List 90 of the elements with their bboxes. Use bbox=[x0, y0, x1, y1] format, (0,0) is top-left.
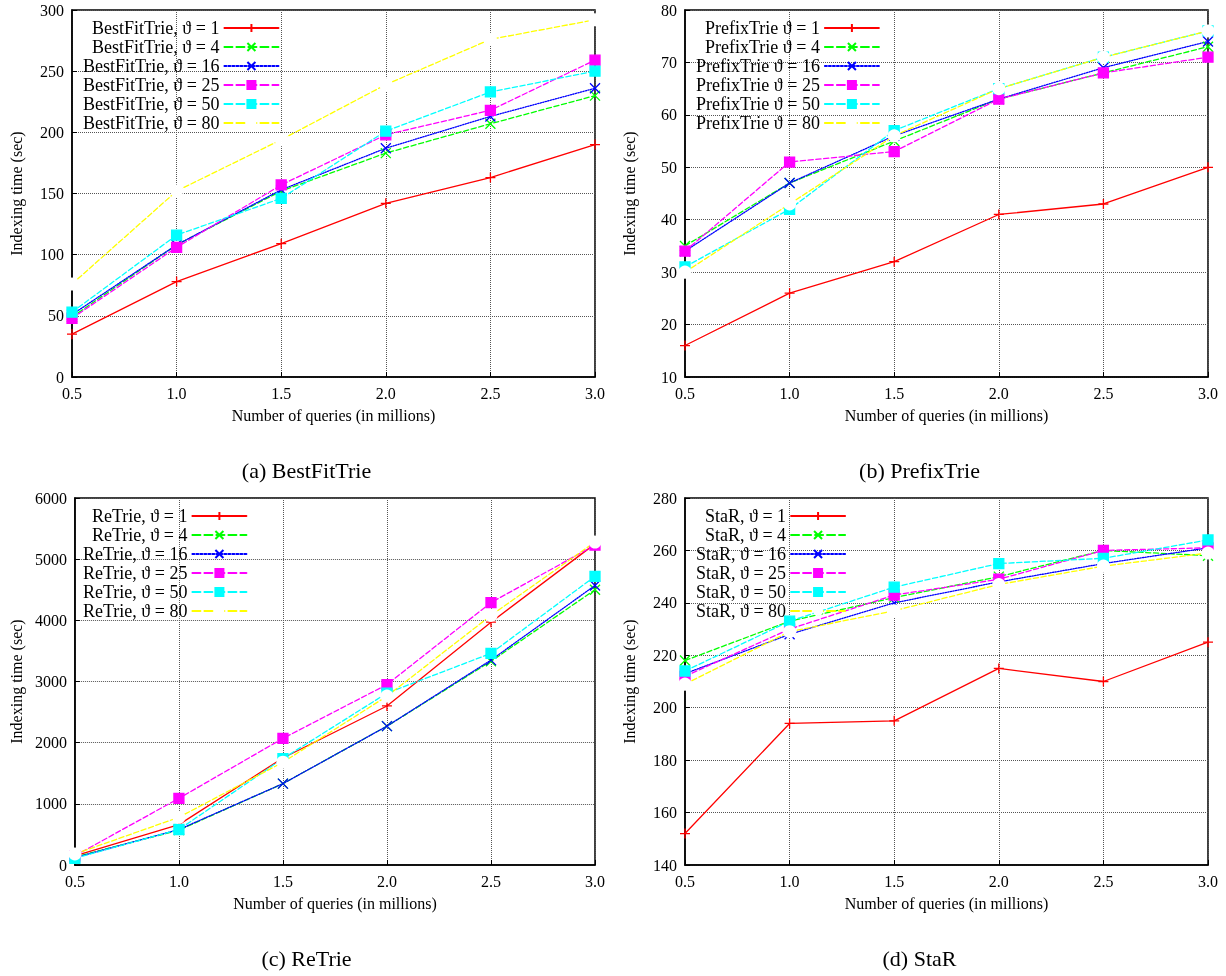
y-tick-label: 160 bbox=[653, 804, 677, 822]
x-tick-label: 1.0 bbox=[168, 872, 189, 890]
y-tick-label: 4000 bbox=[34, 611, 67, 629]
y-tick-label: 10 bbox=[661, 368, 677, 386]
y-axis-title: Indexing time (sec) bbox=[620, 619, 639, 744]
legend-label: StaR, ϑ = 16 bbox=[695, 544, 787, 564]
x-tick-label: 3.0 bbox=[1198, 872, 1218, 890]
y-tick-label: 180 bbox=[653, 751, 677, 769]
x-tick-label: 2.5 bbox=[480, 384, 501, 402]
legend-label: StaR, ϑ = 1 bbox=[704, 506, 787, 526]
legend-label: BestFitTrie, ϑ = 50 bbox=[82, 94, 220, 114]
y-tick-label: 200 bbox=[40, 123, 64, 141]
x-tick-label: 0.5 bbox=[64, 872, 85, 890]
y-tick-label: 5000 bbox=[34, 550, 67, 568]
legend-label: ReTrie, ϑ = 4 bbox=[92, 525, 188, 545]
y-tick-label: 0 bbox=[58, 856, 67, 874]
y-tick-label: 220 bbox=[653, 646, 677, 664]
y-tick-label: 140 bbox=[653, 856, 677, 874]
x-axis-title: Number of queries (in millions) bbox=[233, 894, 437, 913]
legend-label: PrefixTrie ϑ = 80 bbox=[695, 113, 820, 133]
legend-label: ReTrie, ϑ = 80 bbox=[83, 601, 188, 621]
y-tick-label: 2000 bbox=[34, 734, 67, 752]
x-tick-label: 1.5 bbox=[271, 384, 292, 402]
x-tick-label: 1.5 bbox=[884, 872, 905, 890]
x-tick-label: 2.0 bbox=[376, 872, 397, 890]
legend-label: PrefixTrie ϑ = 4 bbox=[704, 37, 820, 57]
legend-label: ReTrie, ϑ = 25 bbox=[83, 563, 188, 583]
y-tick-label: 80 bbox=[661, 1, 677, 19]
x-tick-label: 0.5 bbox=[675, 384, 695, 402]
legend-label: BestFitTrie, ϑ = 16 bbox=[82, 56, 220, 76]
x-tick-label: 2.5 bbox=[1093, 384, 1114, 402]
y-tick-label: 100 bbox=[40, 246, 64, 264]
legend-label: BestFitTrie, ϑ = 25 bbox=[82, 75, 220, 95]
text: (c) ReTrie bbox=[261, 945, 352, 971]
legend-label: ReTrie, ϑ = 1 bbox=[92, 506, 188, 526]
y-tick-label: 1000 bbox=[34, 795, 67, 813]
legend-label: PrefixTrie ϑ = 25 bbox=[695, 75, 820, 95]
y-tick-label: 40 bbox=[661, 211, 677, 229]
y-tick-label: 60 bbox=[661, 106, 677, 124]
x-axis-title: Number of queries (in millions) bbox=[844, 406, 1049, 425]
y-tick-label: 6000 bbox=[34, 489, 67, 507]
y-axis-title: Indexing time (sec) bbox=[620, 131, 639, 256]
x-tick-label: 2.5 bbox=[480, 872, 501, 890]
y-axis-title: Indexing time (sec) bbox=[7, 619, 26, 744]
y-tick-label: 3000 bbox=[34, 673, 67, 690]
legend-label: BestFitTrie, ϑ = 1 bbox=[91, 18, 220, 38]
y-tick-label: 30 bbox=[661, 263, 677, 281]
y-tick-label: 20 bbox=[661, 316, 677, 334]
y-tick-label: 50 bbox=[661, 158, 677, 176]
legend-label: PrefixTrie ϑ = 1 bbox=[704, 18, 820, 38]
legend-label: PrefixTrie ϑ = 50 bbox=[695, 94, 820, 114]
x-tick-label: 2.0 bbox=[988, 384, 1009, 402]
legend-label: ReTrie, ϑ = 50 bbox=[83, 582, 188, 602]
y-tick-label: 250 bbox=[40, 62, 64, 80]
x-tick-label: 0.5 bbox=[675, 872, 695, 890]
x-tick-label: 1.5 bbox=[884, 384, 905, 402]
x-tick-label: 1.0 bbox=[166, 384, 187, 402]
y-tick-label: 200 bbox=[653, 699, 677, 717]
x-tick-label: 3.0 bbox=[1198, 384, 1218, 402]
x-tick-label: 3.0 bbox=[585, 384, 605, 402]
x-tick-label: 2.0 bbox=[375, 384, 396, 402]
x-tick-label: 3.0 bbox=[585, 872, 605, 890]
legend-label: BestFitTrie, ϑ = 4 bbox=[91, 37, 220, 57]
y-tick-label: 70 bbox=[661, 53, 677, 71]
x-tick-label: 2.0 bbox=[988, 872, 1009, 890]
legend-label: BestFitTrie, ϑ = 80 bbox=[82, 113, 220, 133]
y-tick-label: 240 bbox=[653, 594, 677, 612]
text: (d) StaR bbox=[882, 945, 957, 971]
x-tick-label: 1.0 bbox=[779, 872, 800, 890]
x-tick-label: 1.5 bbox=[272, 872, 293, 890]
x-axis-title: Number of queries (in millions) bbox=[231, 406, 436, 425]
text: (a) BestFitTrie bbox=[241, 457, 372, 483]
legend-label: StaR, ϑ = 50 bbox=[695, 582, 787, 602]
x-axis-title: Number of queries (in millions) bbox=[844, 894, 1049, 913]
text: (b) PrefixTrie bbox=[859, 457, 980, 483]
y-axis-title: Indexing time (sec) bbox=[7, 131, 26, 256]
x-tick-label: 1.0 bbox=[779, 384, 800, 402]
legend-label: StaR, ϑ = 80 bbox=[695, 601, 787, 621]
legend-label: StaR, ϑ = 25 bbox=[695, 563, 787, 583]
y-tick-label: 300 bbox=[40, 1, 64, 19]
y-tick-label: 260 bbox=[653, 541, 677, 559]
legend-label: StaR, ϑ = 4 bbox=[704, 525, 787, 545]
legend-label: ReTrie, ϑ = 16 bbox=[83, 544, 188, 564]
x-tick-label: 2.5 bbox=[1093, 872, 1114, 890]
legend-label: PrefixTrie ϑ = 16 bbox=[695, 56, 820, 76]
y-tick-label: 280 bbox=[653, 489, 677, 507]
x-tick-label: 0.5 bbox=[62, 384, 82, 402]
y-tick-label: 0 bbox=[56, 368, 64, 386]
y-tick-label: 150 bbox=[40, 185, 64, 202]
y-tick-label: 50 bbox=[48, 307, 64, 325]
